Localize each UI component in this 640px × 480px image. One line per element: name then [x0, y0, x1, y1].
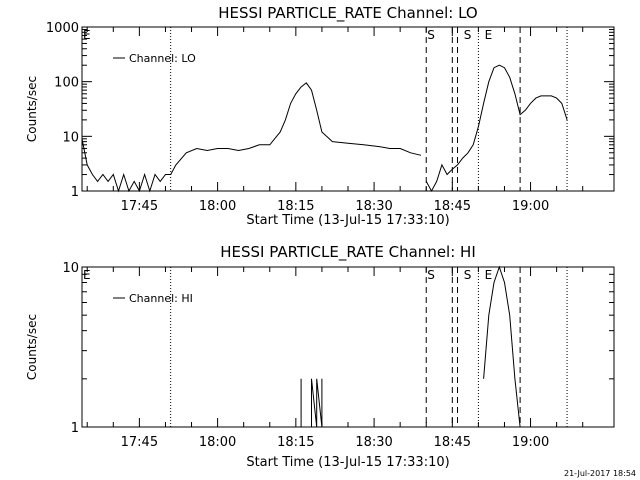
x-tick-label: 18:45: [434, 435, 471, 450]
legend-entry: Channel: LO: [129, 52, 196, 65]
y-tick-label: 10: [62, 130, 79, 145]
y-tick-label: 1: [71, 185, 79, 200]
event-marker-e: E: [83, 268, 91, 282]
series-line: [311, 378, 323, 428]
x-axis-label: Start Time (13-Jul-15 17:33:10): [246, 213, 449, 228]
x-tick-label: 18:15: [277, 199, 314, 214]
legend-entry: Channel: HI: [129, 292, 193, 305]
series-line: [425, 64, 568, 193]
x-tick-label: 18:00: [199, 199, 236, 214]
x-tick-label: 19:00: [512, 435, 549, 450]
y-tick-label: 10: [62, 261, 79, 276]
chart-panel-1: HESSI PARTICLE_RATE Channel: LO Start Tim…: [25, 4, 615, 228]
y-tick-label: 1000: [46, 21, 79, 36]
event-marker-e: E: [83, 28, 91, 42]
y-axis-label: Counts/sec: [25, 76, 39, 142]
event-marker-s: S: [464, 268, 472, 282]
x-tick-label: 19:00: [512, 199, 549, 214]
event-marker-e: E: [485, 28, 493, 42]
plot-frame: [81, 266, 615, 428]
series-line: [483, 265, 521, 428]
y-tick-label: 1: [71, 421, 79, 436]
y-axis-label: Counts/sec: [25, 314, 39, 380]
footer-timestamp: 21-Jul-2017 18:54: [564, 469, 636, 478]
x-tick-label: 17:45: [121, 199, 158, 214]
x-tick-label: 18:00: [199, 435, 236, 450]
chart-title: HESSI PARTICLE_RATE Channel: LO: [218, 4, 477, 23]
x-tick-label: 17:45: [121, 435, 158, 450]
event-marker-s: S: [427, 268, 435, 282]
y-tick-label: 100: [54, 76, 79, 91]
x-tick-label: 18:15: [277, 435, 314, 450]
x-tick-label: 18:30: [355, 435, 392, 450]
event-marker-s: S: [464, 28, 472, 42]
x-tick-label: 18:30: [355, 199, 392, 214]
x-tick-label: 18:45: [434, 199, 471, 214]
series-line: [81, 82, 422, 193]
chart-panel-2: HESSI PARTICLE_RATE Channel: HI Start Tim…: [25, 243, 615, 470]
event-marker-s: S: [427, 28, 435, 42]
chart-title: HESSI PARTICLE_RATE Channel: HI: [220, 243, 476, 262]
x-axis-label: Start Time (13-Jul-15 17:33:10): [246, 455, 449, 470]
event-marker-e: E: [485, 268, 493, 282]
